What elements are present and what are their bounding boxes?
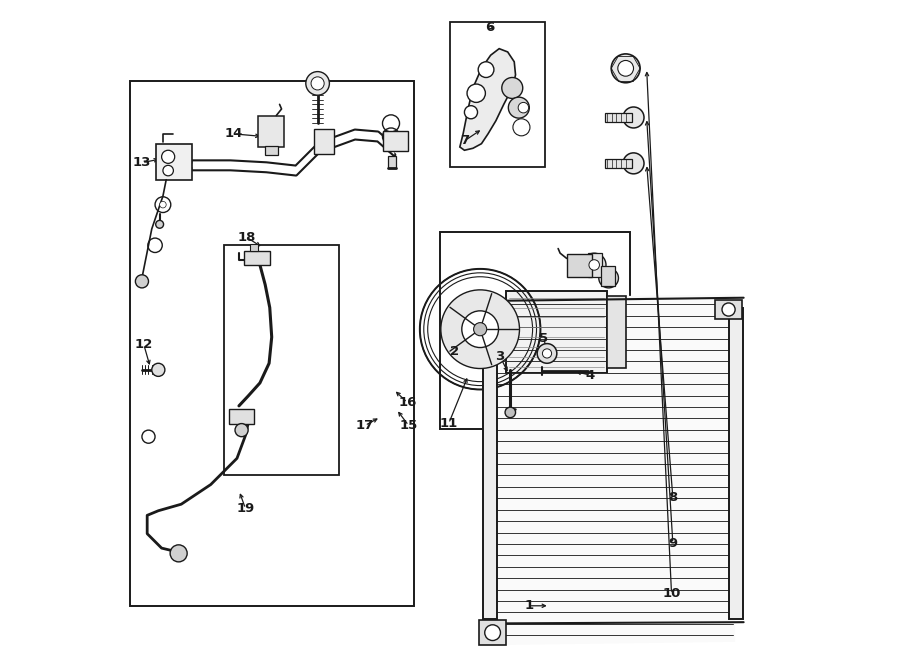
Circle shape (152, 364, 165, 376)
Bar (606, 113, 632, 122)
Bar (314, 129, 334, 153)
Bar (244, 251, 270, 265)
Text: 5: 5 (539, 332, 548, 345)
Text: 14: 14 (224, 128, 243, 140)
Text: 7: 7 (461, 134, 470, 147)
Circle shape (162, 150, 175, 163)
Circle shape (473, 323, 487, 336)
Bar (130, 81, 414, 605)
Text: 16: 16 (398, 396, 417, 409)
Text: 4: 4 (586, 369, 595, 381)
Text: 1: 1 (524, 600, 533, 612)
Circle shape (513, 119, 530, 136)
Circle shape (462, 311, 499, 348)
Bar (608, 296, 625, 368)
Text: 2: 2 (450, 345, 459, 358)
Circle shape (464, 106, 478, 119)
Bar (601, 266, 616, 286)
Text: 10: 10 (662, 588, 680, 600)
Text: 12: 12 (135, 338, 153, 352)
Polygon shape (460, 49, 516, 150)
Text: 15: 15 (400, 419, 418, 432)
Circle shape (306, 71, 329, 95)
Circle shape (623, 153, 644, 174)
Polygon shape (492, 294, 735, 645)
Bar (480, 620, 506, 645)
Circle shape (508, 97, 529, 118)
Circle shape (598, 268, 618, 288)
Bar (606, 159, 632, 168)
Text: 13: 13 (133, 156, 151, 169)
Circle shape (156, 220, 164, 228)
Circle shape (617, 60, 634, 76)
Text: 9: 9 (669, 537, 678, 550)
Bar (729, 307, 743, 619)
Bar (224, 245, 338, 475)
Circle shape (159, 202, 166, 208)
Bar (230, 409, 254, 424)
Circle shape (135, 275, 148, 288)
Bar (506, 292, 608, 373)
Bar (157, 143, 193, 180)
Circle shape (478, 61, 494, 77)
Bar (265, 145, 277, 155)
Circle shape (611, 54, 640, 83)
Circle shape (722, 303, 735, 316)
Circle shape (518, 102, 528, 113)
Text: 3: 3 (495, 350, 504, 363)
Circle shape (170, 545, 187, 562)
Bar (389, 156, 396, 168)
Circle shape (235, 424, 248, 437)
Circle shape (142, 430, 155, 444)
Bar (450, 22, 545, 167)
Circle shape (537, 344, 557, 364)
Bar (440, 232, 630, 429)
Circle shape (589, 260, 599, 270)
Bar (258, 116, 284, 147)
Circle shape (543, 349, 552, 358)
Circle shape (311, 77, 324, 90)
Polygon shape (193, 131, 394, 175)
Bar (716, 300, 742, 319)
Circle shape (582, 253, 606, 277)
Bar (567, 254, 591, 277)
Text: 18: 18 (238, 231, 256, 244)
Circle shape (441, 290, 519, 369)
Text: 19: 19 (237, 502, 255, 516)
Circle shape (485, 625, 500, 641)
Circle shape (148, 238, 162, 253)
Text: 8: 8 (668, 491, 678, 504)
Text: 17: 17 (356, 419, 373, 432)
Bar (250, 244, 258, 251)
Text: 11: 11 (439, 417, 458, 430)
Text: 6: 6 (485, 20, 494, 34)
Circle shape (467, 84, 485, 102)
Circle shape (502, 77, 523, 98)
Bar (482, 307, 497, 619)
Circle shape (163, 165, 174, 176)
Circle shape (155, 197, 171, 213)
Bar (588, 253, 602, 277)
Bar (383, 132, 408, 151)
Circle shape (623, 107, 644, 128)
Circle shape (505, 407, 516, 418)
